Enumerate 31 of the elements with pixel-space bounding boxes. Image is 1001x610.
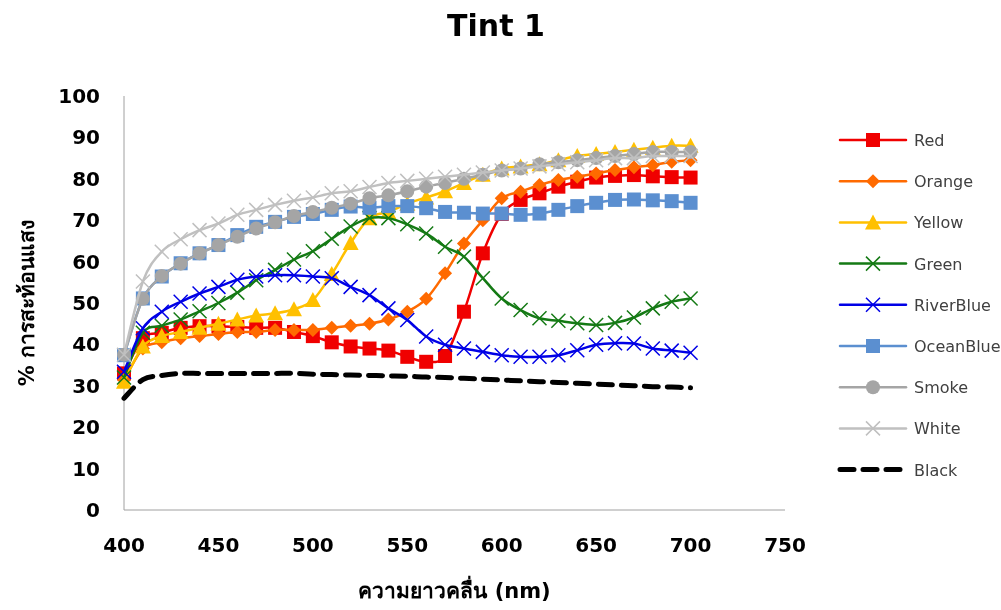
y-tick-label: 10 xyxy=(72,456,100,481)
y-tick-label: 0 xyxy=(86,498,100,522)
x-tick-label: 550 xyxy=(386,533,429,557)
x-tick-label: 500 xyxy=(291,533,334,557)
legend-label: Green xyxy=(914,254,963,274)
y-tick-label: 70 xyxy=(72,208,100,233)
y-tick-label: 50 xyxy=(72,291,100,315)
y-tick-label: 30 xyxy=(72,373,100,398)
legend-label: White xyxy=(914,419,961,439)
legend-label: Black xyxy=(914,460,959,480)
legend-label: Orange xyxy=(914,172,974,192)
y-axis-title: % การสะท้อนแสง xyxy=(15,219,39,387)
y-tick-label: 40 xyxy=(72,332,100,357)
x-tick-label: 650 xyxy=(575,533,618,557)
legend-label: RiverBlue xyxy=(914,295,991,315)
y-tick-label: 90 xyxy=(72,125,100,150)
legend-label: OceanBlue xyxy=(914,337,1001,356)
x-tick-label: 700 xyxy=(669,533,712,557)
x-tick-label: 600 xyxy=(480,533,523,557)
legend-label: Yellow xyxy=(913,213,964,233)
y-tick-label: 80 xyxy=(72,166,100,191)
y-tick-label: 100 xyxy=(58,84,100,108)
y-tick-label: 60 xyxy=(72,249,100,274)
legend-label: Red xyxy=(914,131,945,150)
x-axis-title: ความยาวคลื่น (nm) xyxy=(358,575,551,603)
legend-label: Smoke xyxy=(914,378,969,398)
x-tick-label: 750 xyxy=(764,533,806,557)
x-tick-label: 400 xyxy=(103,533,145,557)
x-tick-label: 450 xyxy=(197,533,240,557)
y-tick-label: 20 xyxy=(72,415,100,440)
chart-title: Tint 1 xyxy=(447,8,545,43)
